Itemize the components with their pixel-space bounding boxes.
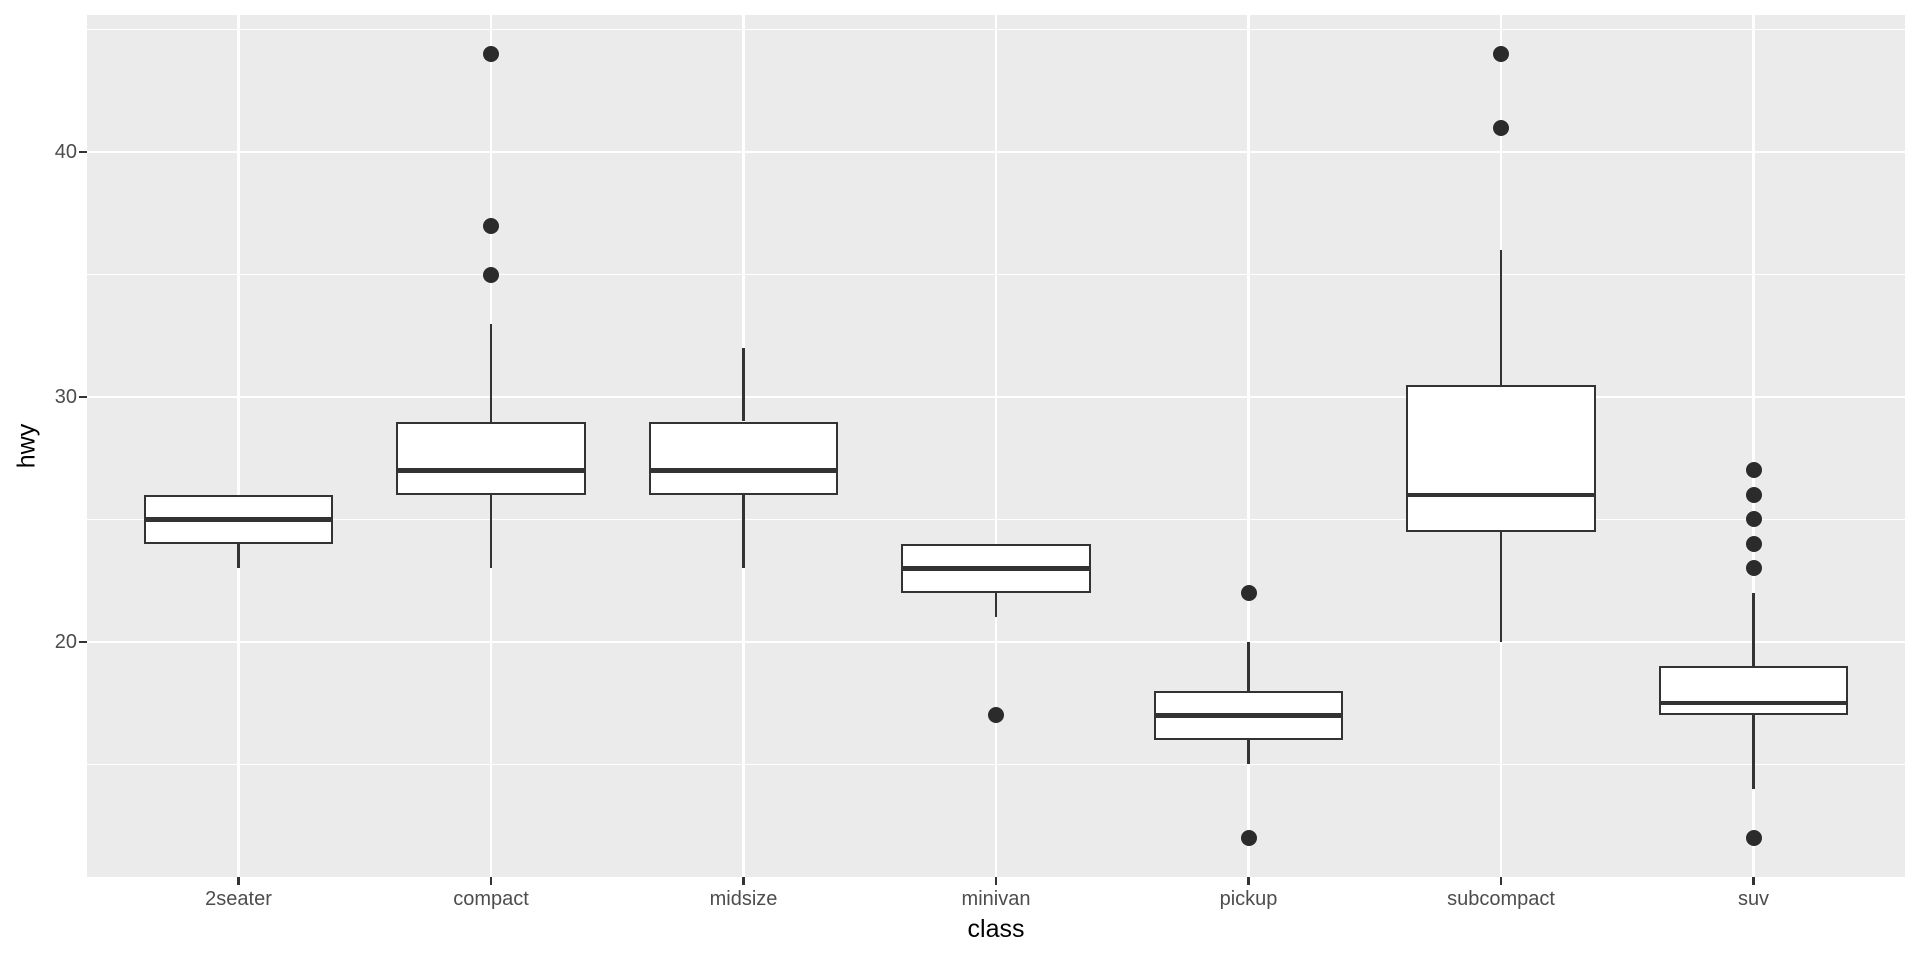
outlier-compact-44 [483,46,499,63]
whisker-upper-midsize [742,348,745,422]
whisker-lower-subcompact [1499,531,1503,642]
plot-panel [87,15,1905,877]
outlier-suv-24 [1745,535,1762,552]
gridline-major-x-pickup [1247,15,1250,877]
whisker-lower-suv [1752,715,1755,789]
whisker-upper-pickup [1247,641,1250,691]
whisker-lower-2seater [237,543,240,569]
x-tick-minivan [994,877,998,885]
box-subcompact [1406,384,1596,532]
outlier-suv-27 [1745,462,1762,479]
y-tick-label-20: 20 [54,630,77,653]
whisker-lower-minivan [994,592,998,618]
y-tick-40 [79,150,87,154]
x-tick-label-2seater: 2seater [205,888,272,910]
box-compact [396,421,586,495]
outlier-subcompact-44 [1493,46,1509,63]
outlier-minivan-17 [988,707,1004,724]
whisker-lower-pickup [1247,739,1250,765]
outlier-pickup-12 [1240,829,1257,846]
y-tick-label-30: 30 [54,386,77,409]
x-tick-label-pickup: pickup [1219,888,1278,910]
median-compact [396,468,586,473]
whisker-lower-midsize [742,494,745,569]
x-axis-title: class [967,915,1025,943]
whisker-lower-compact [489,494,493,569]
x-tick-label-subcompact: subcompact [1447,888,1555,910]
median-pickup [1153,713,1344,718]
x-tick-label-minivan: minivan [961,888,1031,910]
y-tick-30 [79,395,87,399]
outlier-suv-26 [1745,486,1762,503]
x-tick-label-suv: suv [1737,888,1770,910]
median-minivan [901,566,1091,571]
whisker-upper-suv [1752,592,1755,667]
outlier-pickup-22 [1240,584,1257,601]
x-tick-label-compact: compact [453,888,529,910]
outlier-compact-35 [483,266,499,283]
x-tick-2seater [237,877,240,885]
whisker-upper-subcompact [1499,250,1503,385]
x-tick-compact [489,877,493,885]
box-suv [1658,666,1849,716]
median-suv [1658,700,1849,706]
outlier-suv-25 [1745,511,1762,528]
y-tick-20 [79,640,87,644]
x-tick-label-midsize: midsize [709,888,778,910]
y-axis-title: hwy [12,423,41,469]
x-tick-pickup [1247,877,1250,885]
x-tick-midsize [742,877,745,885]
gridline-major-x-minivan [994,15,998,877]
outlier-subcompact-41 [1493,119,1509,136]
outlier-suv-23 [1745,560,1762,577]
box-midsize [648,421,839,495]
outlier-suv-12 [1745,829,1762,846]
gridline-major-x-suv [1752,15,1755,877]
outlier-compact-37 [483,217,499,234]
whisker-upper-compact [489,323,493,422]
median-2seater [143,517,334,522]
median-midsize [648,468,839,473]
gridline-major-x-2seater [237,15,240,877]
x-tick-subcompact [1499,877,1503,885]
median-subcompact [1406,492,1596,498]
y-tick-label-40: 40 [54,141,77,164]
x-tick-suv [1752,877,1755,885]
